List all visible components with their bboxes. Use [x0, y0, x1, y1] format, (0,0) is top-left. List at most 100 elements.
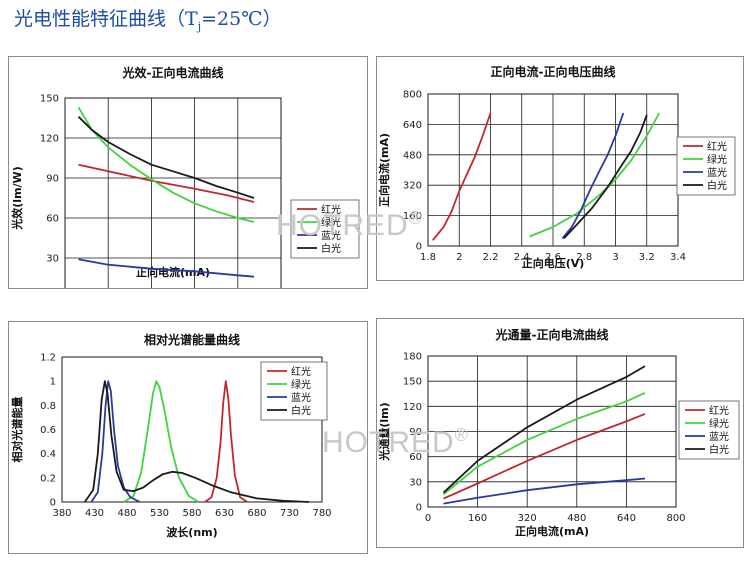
x-tick-label: 530: [150, 508, 169, 519]
x-tick-label: 480: [567, 513, 586, 524]
legend-label: 白光: [709, 443, 729, 456]
chart-title: 光效-正向电流曲线: [122, 65, 224, 80]
x-tick-label: 2.8: [576, 252, 592, 263]
legend-label: 绿光: [291, 378, 311, 391]
x-axis-label: 正向电流(mA): [515, 524, 589, 538]
x-tick-label: 1.8: [420, 252, 436, 263]
x-tick-label: 0: [425, 513, 431, 524]
x-tick-label: 2.6: [545, 252, 561, 263]
series-line-red: [78, 163, 255, 203]
series-line-green: [77, 106, 255, 223]
y-tick-label: 150: [40, 94, 59, 105]
chart-title: 光通量-正向电流曲线: [495, 327, 609, 342]
legend-label: 绿光: [707, 153, 727, 166]
y-tick-label: 0.4: [40, 449, 56, 460]
x-tick-label: 380: [52, 508, 71, 519]
x-tick-label: 480: [117, 508, 136, 519]
y-tick-label: 30: [46, 254, 59, 265]
legend-label: 绿光: [709, 417, 729, 430]
x-tick-label: 680: [247, 508, 266, 519]
y-axis-label: 相对光谱能量: [10, 397, 24, 463]
y-axis-label: 光通量(lm): [377, 402, 391, 461]
legend-label: 红光: [321, 203, 341, 216]
legend-label: 白光: [291, 404, 311, 417]
x-tick-label: 780: [312, 508, 331, 519]
x-tick-label: 3.2: [639, 252, 655, 263]
y-tick-label: 800: [403, 90, 422, 101]
chart-panel-iv: 正向电流-正向电压曲线 0 160 320 480 640 800 1.8 2 2.2 2.4 2.6…: [376, 56, 744, 281]
chart-panel-efficacy: 光效-正向电流曲线03060901201500160320480640800正向…: [8, 56, 368, 315]
x-tick-label: 730: [280, 508, 299, 519]
y-tick-label: 160: [403, 211, 422, 222]
series-line-white: [77, 116, 255, 199]
series-line-red: [443, 413, 646, 500]
series-line-red: [432, 112, 492, 241]
y-tick-label: 60: [46, 214, 59, 225]
plot-frame: [427, 355, 677, 508]
x-tick-label: 2.4: [514, 252, 530, 263]
y-tick-label: 180: [403, 352, 422, 363]
chart-efficacy: 光效-正向电流曲线03060901201500160320480640800正向…: [10, 65, 360, 315]
legend-label: 红光: [709, 404, 729, 417]
chart-iv: 正向电流-正向电压曲线 0 160 320 480 640 800 1.8 2 2.2 2.4 2.6…: [377, 64, 736, 270]
x-tick-label: 3.4: [670, 252, 686, 263]
y-tick-label: 0: [50, 498, 56, 509]
y-tick-label: 1: [50, 377, 56, 388]
y-tick-label: 0.8: [40, 401, 56, 412]
chart-panel-spectrum: 相对光谱能量曲线 0 0.2 0.4 0.6 0.8 1 1.2 380 430 480 530 580…: [8, 321, 368, 554]
y-tick-label: 0.2: [40, 473, 56, 484]
y-axis-label: 光效(lm/W): [10, 166, 24, 230]
legend-label: 白光: [707, 179, 727, 192]
series-line-white: [442, 365, 646, 494]
legend-label: 蓝光: [707, 166, 727, 179]
chart-flux: 光通量-正向电流曲线 0 30 60 90 120 150 180 0 160 320 480 640 8…: [377, 327, 740, 538]
series-line-blue: [443, 477, 646, 505]
legend-label: 蓝光: [291, 391, 311, 404]
legend-label: 蓝光: [321, 229, 341, 242]
y-tick-label: 1.2: [40, 353, 56, 364]
x-tick-label: 630: [215, 508, 234, 519]
plot-frame: [61, 356, 323, 503]
legend-label: 红光: [291, 365, 311, 378]
y-tick-label: 0: [416, 503, 422, 514]
series-line-green: [123, 380, 199, 503]
y-tick-label: 90: [409, 427, 422, 438]
series-line-blue: [561, 112, 625, 239]
x-tick-label: 320: [518, 513, 537, 524]
x-tick-label: 3: [612, 252, 618, 263]
x-tick-label: 580: [182, 508, 201, 519]
x-tick-label: 430: [85, 508, 104, 519]
legend-label: 蓝光: [709, 430, 729, 443]
series-line-green: [442, 392, 646, 496]
x-tick-label: 640: [617, 513, 636, 524]
legend-label: 红光: [707, 140, 727, 153]
x-tick-label: 2.2: [483, 252, 499, 263]
y-tick-label: 30: [409, 477, 422, 488]
y-tick-label: 320: [403, 181, 422, 192]
series-line-red: [204, 380, 248, 503]
page-title: 光电性能特征曲线（Tj=25℃）: [14, 8, 282, 33]
x-tick-label: 800: [666, 513, 685, 524]
series-line-white: [563, 114, 648, 240]
x-axis-label: 波长(nm): [166, 525, 217, 539]
chart-panel-flux: 光通量-正向电流曲线 0 30 60 90 120 150 180 0 160 320 480 640 8…: [376, 318, 744, 548]
x-tick-label: 160: [468, 513, 487, 524]
legend-label: 绿光: [321, 216, 341, 229]
x-axis-label: 正向电压(V): [522, 256, 585, 270]
series-line-white: [84, 380, 310, 503]
chart-spectrum: 相对光谱能量曲线 0 0.2 0.4 0.6 0.8 1 1.2 380 430 480 530 580…: [10, 332, 332, 539]
y-tick-label: 150: [403, 377, 422, 388]
y-tick-label: 640: [403, 120, 422, 131]
y-axis-label: 正向电流(mA): [377, 133, 391, 207]
x-tick-label: 2: [456, 252, 462, 263]
chart-title: 正向电流-正向电压曲线: [491, 64, 616, 79]
y-tick-label: 90: [46, 174, 59, 185]
legend-label: 白光: [321, 242, 341, 255]
y-tick-label: 120: [403, 402, 422, 413]
chart-title: 相对光谱能量曲线: [144, 332, 240, 347]
y-tick-label: 120: [40, 134, 59, 145]
y-tick-label: 60: [409, 452, 422, 463]
y-tick-label: 0: [416, 242, 422, 253]
y-tick-label: 480: [403, 150, 422, 161]
series-line-blue: [78, 258, 255, 278]
